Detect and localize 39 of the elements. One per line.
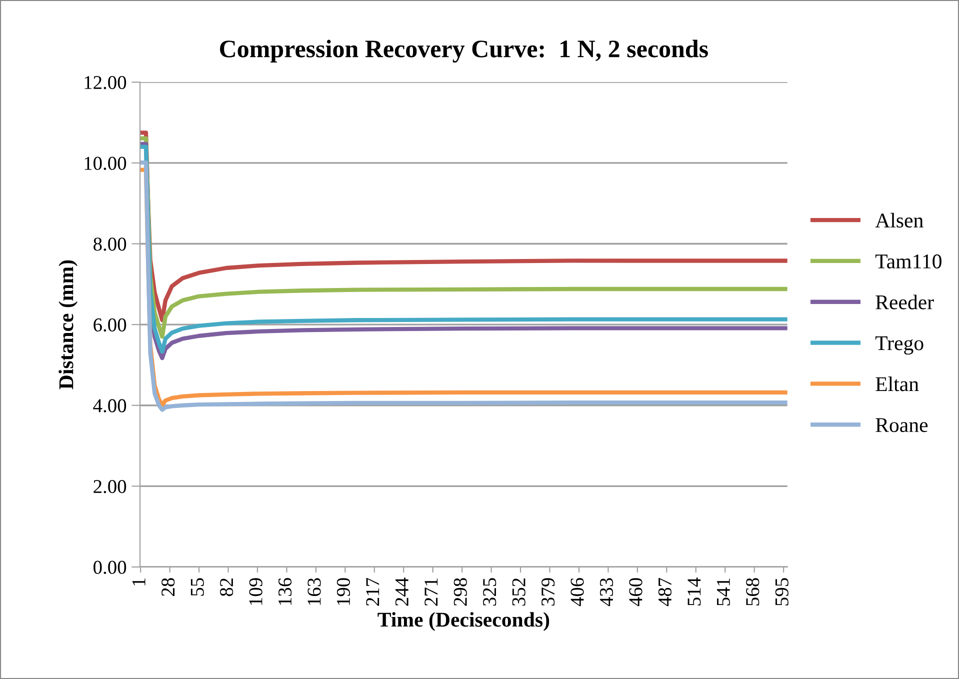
x-tick-label: 541	[716, 578, 730, 606]
y-tick-label: 12.00	[84, 76, 126, 90]
legend-label: Eltan	[876, 376, 919, 392]
x-tick-label: 568	[746, 578, 760, 606]
y-tick-label: 10.00	[84, 156, 126, 170]
y-tick-label: 6.00	[94, 318, 126, 332]
x-tick-label: 352	[512, 578, 526, 606]
legend-label: Alsen	[875, 212, 924, 228]
y-axis-title: Distance (mm)	[58, 260, 78, 390]
x-tick-label: 433	[600, 578, 614, 606]
legend-label: Tam110	[875, 254, 942, 268]
x-tick-label: 136	[278, 578, 292, 605]
x-tick-label: 487	[658, 578, 672, 606]
x-tick-label: 163	[308, 578, 321, 605]
legend-label: Roane	[876, 418, 928, 432]
y-tick-label: 0.00	[94, 560, 126, 574]
x-tick-label: 595	[775, 578, 788, 606]
x-tick-label: 244	[395, 578, 408, 606]
y-tick-label: 8.00	[94, 238, 126, 251]
x-tick-label: 109	[249, 578, 262, 605]
y-tick-label: 2.00	[94, 480, 126, 494]
chart-title: Compression Recovery Curve: 1 N, 2 seconds	[220, 40, 708, 63]
x-tick-label: 271	[424, 578, 438, 606]
x-axis-title: Time (Deciseconds)	[378, 612, 550, 631]
x-tick-label: 82	[220, 578, 234, 596]
x-tick-label: 460	[629, 578, 642, 606]
x-tick-label: 298	[454, 578, 467, 606]
legend-label: Trego	[875, 336, 924, 355]
y-tick-label: 4.00	[93, 399, 126, 412]
x-tick-label: 190	[336, 578, 350, 605]
x-tick-label: 379	[542, 578, 555, 606]
x-tick-label: 55	[190, 578, 204, 596]
x-tick-label: 28	[162, 578, 175, 596]
x-tick-label: 217	[366, 578, 380, 606]
x-tick-label: 1	[132, 578, 146, 586]
x-tick-label: 406	[570, 578, 584, 606]
x-tick-label: 325	[483, 578, 496, 606]
x-tick-label: 514	[688, 578, 701, 606]
legend-label: Reeder	[876, 294, 934, 310]
